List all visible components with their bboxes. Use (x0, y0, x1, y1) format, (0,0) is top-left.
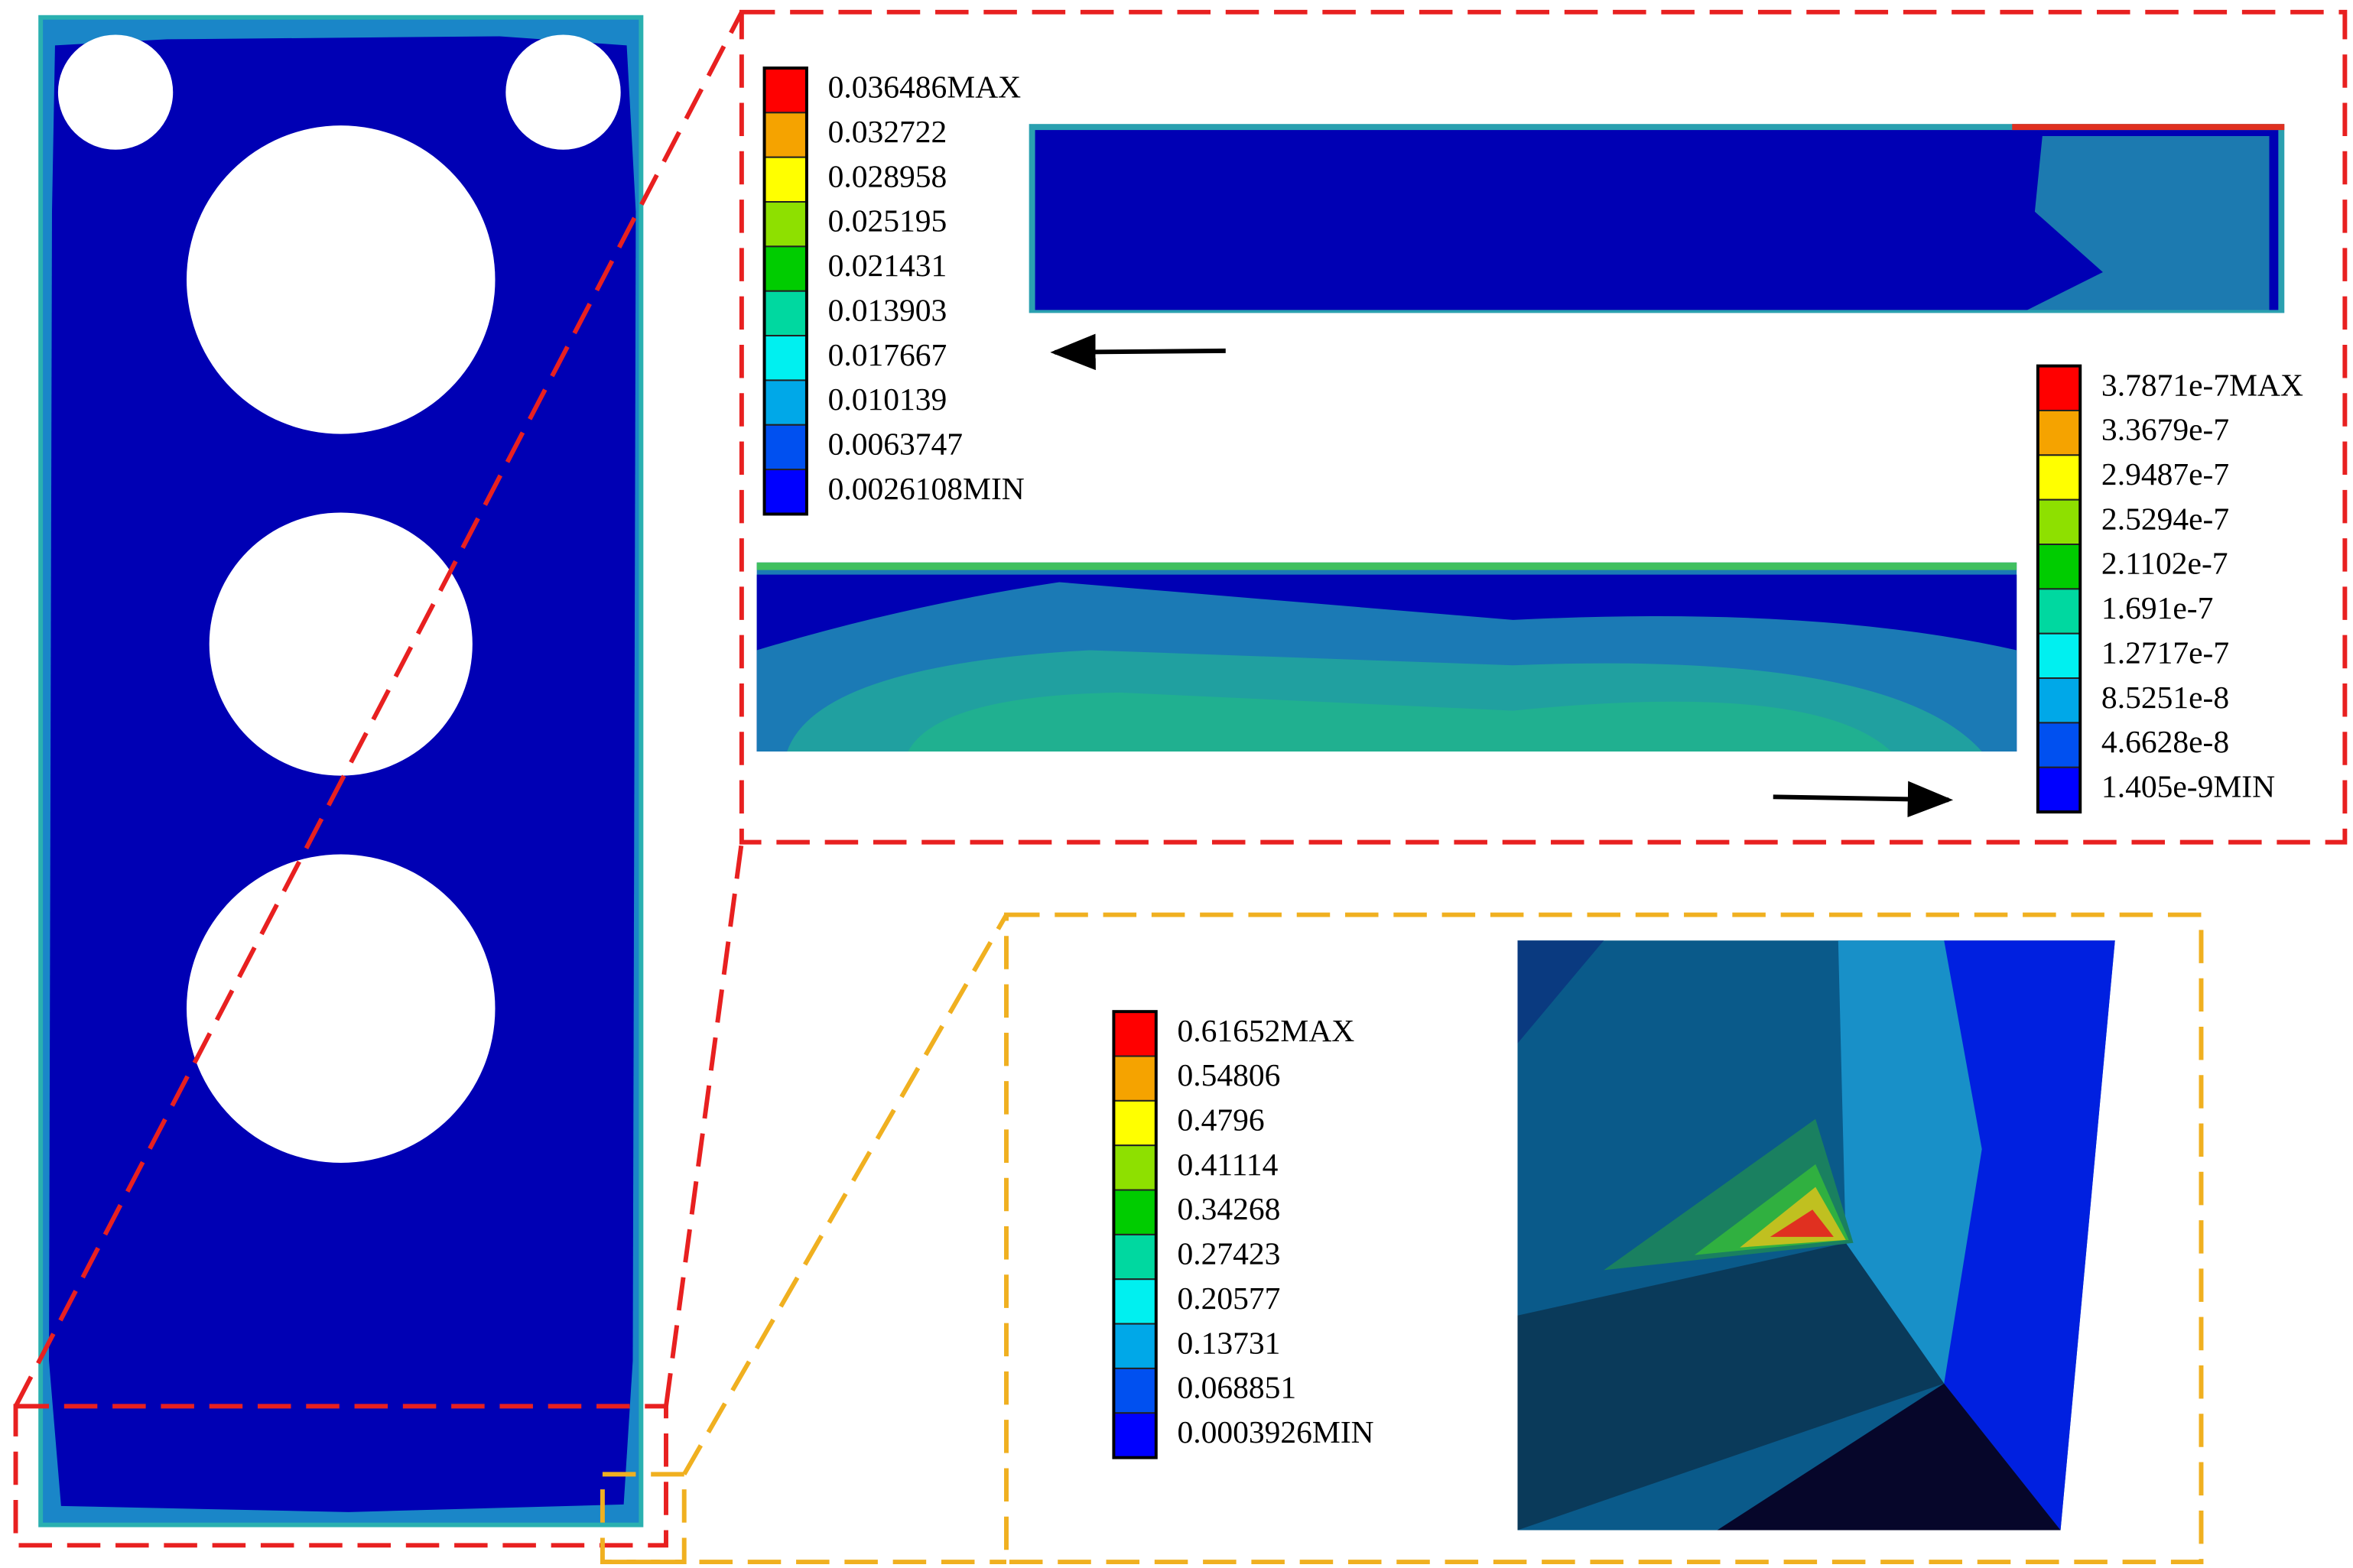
legend-swatch (2036, 498, 2082, 546)
legend-swatch (1113, 1323, 1157, 1369)
legend-label: 0.27423 (1177, 1236, 1280, 1271)
legend-label: 2.9487e-7 (2101, 456, 2229, 492)
legend-label: 0.34268 (1177, 1191, 1280, 1226)
legend-swatch (1113, 1144, 1157, 1191)
legend-swatch (2036, 588, 2082, 635)
legend-label: 0.0003926MIN (1177, 1414, 1373, 1450)
legend-label: 0.13731 (1177, 1325, 1280, 1360)
legend-label: 3.7871e-7MAX (2101, 367, 2303, 402)
legend-label: 0.032722 (828, 114, 947, 149)
legend-label: 0.021431 (828, 248, 947, 283)
legend-label: 4.6628e-8 (2101, 724, 2229, 759)
legend-label: 2.5294e-7 (2101, 501, 2229, 536)
legend-swatch (1113, 1099, 1157, 1147)
legend-label: 0.61652MAX (1177, 1013, 1354, 1048)
legend-swatch (2036, 677, 2082, 724)
legend-swatch (1113, 1189, 1157, 1235)
legend-label: 1.405e-9MIN (2101, 768, 2275, 803)
legend-swatch (1113, 1278, 1157, 1325)
contour-corner (1517, 940, 2115, 1531)
legend-frame (1112, 1010, 1158, 1459)
legend-swatch (763, 201, 808, 248)
legend-swatch (2036, 766, 2082, 813)
plate (38, 15, 644, 1527)
legend-label: 0.010139 (828, 381, 947, 417)
legend-label: 0.036486MAX (828, 70, 1022, 105)
legend-frame (2036, 364, 2082, 814)
legend-label: 0.068851 (1177, 1370, 1296, 1405)
legend-swatch (763, 424, 808, 471)
legend-swatch (1113, 1412, 1157, 1459)
legend-swatch (2036, 632, 2082, 680)
legend-label: 0.41114 (1177, 1147, 1278, 1182)
legend-swatch (2036, 365, 2082, 411)
legend-swatch (1113, 1011, 1157, 1057)
legend-swatch (1113, 1233, 1157, 1281)
legend-label: 0.017667 (828, 337, 947, 372)
legend-label: 1.691e-7 (2101, 590, 2213, 625)
contour-bottom (756, 562, 2017, 752)
legend-swatch (763, 290, 808, 337)
legend-swatch (2036, 409, 2082, 456)
legend-label: 0.025195 (828, 203, 947, 239)
legend-label: 0.028958 (828, 158, 947, 193)
legend-label: 8.5251e-8 (2101, 680, 2229, 715)
legend-swatch (1113, 1367, 1157, 1414)
legend-swatch (763, 156, 808, 203)
legend-label: 0.0063747 (828, 426, 963, 461)
legend-frame (762, 67, 808, 516)
legend-swatch (763, 67, 808, 114)
legend-swatch (763, 469, 808, 515)
legend-label: 0.54806 (1177, 1057, 1280, 1092)
legend-swatch (763, 245, 808, 292)
legend-label: 2.1102e-7 (2101, 546, 2228, 581)
legend-swatch (763, 112, 808, 158)
legend-swatch (2036, 544, 2082, 590)
legend-swatch (2036, 722, 2082, 768)
arrow (1773, 781, 1954, 818)
legend-label: 1.2717e-7 (2101, 635, 2229, 670)
legend-label: 3.3679e-7 (2101, 412, 2229, 447)
legend-label: 0.013903 (828, 292, 947, 327)
legend-label: 0.0026108MIN (828, 471, 1025, 506)
contour-top (1029, 124, 2285, 313)
legends: 0.036486MAX 0.032722 0.028958 0.025195 0.021… (762, 67, 2303, 1459)
legend-swatch (1113, 1055, 1157, 1102)
arrow (1050, 333, 1226, 371)
legend-label: 0.20577 (1177, 1281, 1280, 1316)
legend-label: 0.4796 (1177, 1102, 1264, 1138)
zoom-frames (13, 9, 2348, 1565)
legend-swatch (763, 335, 808, 381)
legend-swatch (763, 379, 808, 426)
legend-swatch (2036, 454, 2082, 501)
